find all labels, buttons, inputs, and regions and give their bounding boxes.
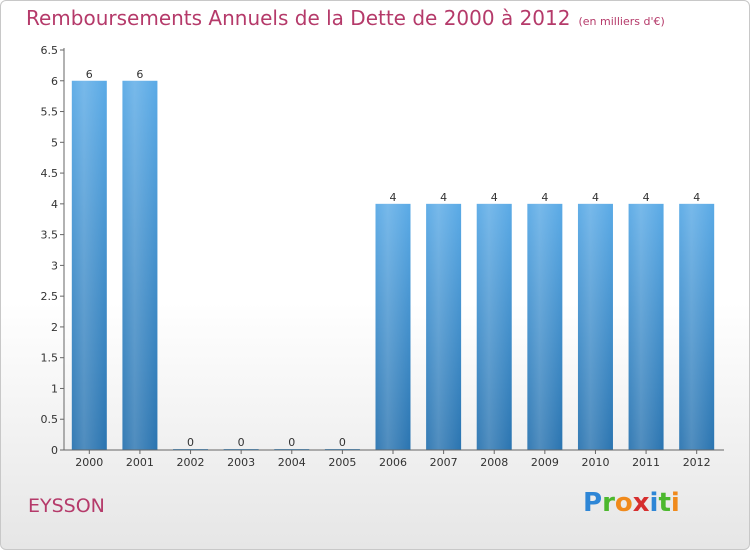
data-label: 6 [86, 68, 93, 81]
x-tick-label: 2000 [75, 456, 103, 469]
bar-2003: 0 [223, 436, 259, 450]
x-tick-label: 2005 [328, 456, 356, 469]
logo-letter: o [614, 488, 633, 518]
proxiti-logo: Proxiti [583, 488, 680, 518]
y-tick-label: 4 [51, 198, 58, 211]
bar-2012: 4 [679, 191, 715, 450]
bar-shine [577, 203, 613, 450]
y-tick-label: 4.5 [41, 167, 59, 180]
data-label: 6 [136, 68, 143, 81]
bar-2006: 4 [375, 191, 411, 450]
bar-shine [628, 203, 664, 450]
x-tick-label: 2004 [278, 456, 306, 469]
y-tick-label: 3 [51, 259, 58, 272]
bar-shine [71, 80, 107, 451]
city-name: EYSSON [28, 495, 105, 517]
logo-letter: r [602, 488, 615, 518]
x-tick-label: 2009 [531, 456, 559, 469]
x-axis: 2000 2001 2002 2003 2004 2005 2006 2007 2008 2009… [64, 449, 724, 469]
y-tick-label: 2.5 [41, 290, 59, 303]
bar-shine [679, 203, 715, 450]
logo-letter: P [583, 488, 603, 518]
x-tick-label: 2001 [126, 456, 154, 469]
data-label: 0 [187, 436, 194, 449]
bar-2005: 0 [324, 436, 360, 450]
bar-2010: 4 [577, 191, 613, 450]
logo-letter: t [658, 488, 671, 518]
logo-letter: i [670, 488, 680, 518]
bar-2001: 6 [122, 68, 158, 451]
x-tick-label: 2002 [177, 456, 205, 469]
data-label: 4 [390, 191, 397, 204]
data-label: 0 [238, 436, 245, 449]
bar-shine [122, 80, 158, 451]
data-label: 4 [643, 191, 650, 204]
x-tick-label: 2008 [480, 456, 508, 469]
chart-title: Remboursements Annuels de la Dette de 20… [26, 6, 665, 30]
data-label: 4 [541, 191, 548, 204]
bar-shine [527, 203, 563, 450]
bar-2007: 4 [426, 191, 462, 450]
data-label: 0 [288, 436, 295, 449]
y-tick-label: 3.5 [41, 229, 59, 242]
bar-2004: 0 [274, 436, 310, 450]
bar-2002: 0 [173, 436, 209, 450]
x-tick-label: 2010 [581, 456, 609, 469]
y-tick-label: 6 [51, 75, 58, 88]
y-tick-label: 0.5 [41, 413, 59, 426]
bar-2008: 4 [476, 191, 512, 450]
bar-2011: 4 [628, 191, 664, 450]
unit-text: (en milliers d'€) [578, 15, 665, 28]
logo-letter: x [632, 488, 650, 518]
x-tick-label: 2011 [632, 456, 660, 469]
y-tick-label: 0 [51, 444, 58, 457]
bar-2009: 4 [527, 191, 563, 450]
bars: 6 6 0 0 0 0 4 4 4 4 4 4 4 [71, 68, 715, 451]
data-label: 4 [693, 191, 700, 204]
y-tick-label: 6.5 [41, 44, 59, 57]
y-tick-label: 1 [51, 382, 58, 395]
logo-letter: i [649, 488, 659, 518]
x-tick-label: 2006 [379, 456, 407, 469]
x-tick-label: 2012 [683, 456, 711, 469]
bar-2000: 6 [71, 68, 107, 451]
bar-shine [476, 203, 512, 450]
y-tick-label: 5.5 [41, 106, 59, 119]
y-tick-label: 2 [51, 321, 58, 334]
data-label: 4 [592, 191, 599, 204]
x-tick-label: 2003 [227, 456, 255, 469]
y-axis: 0 0.5 1 1.5 2 2.5 3 3.5 4 4.5 5 5.5 6 6.5 [41, 44, 65, 457]
bar-shine [375, 203, 411, 450]
data-label: 4 [440, 191, 447, 204]
x-tick-label: 2007 [430, 456, 458, 469]
data-label: 4 [491, 191, 498, 204]
y-tick-label: 1.5 [41, 352, 59, 365]
data-label: 0 [339, 436, 346, 449]
y-tick-label: 5 [51, 136, 58, 149]
bar-shine [426, 203, 462, 450]
title-text: Remboursements Annuels de la Dette de 20… [26, 6, 571, 30]
